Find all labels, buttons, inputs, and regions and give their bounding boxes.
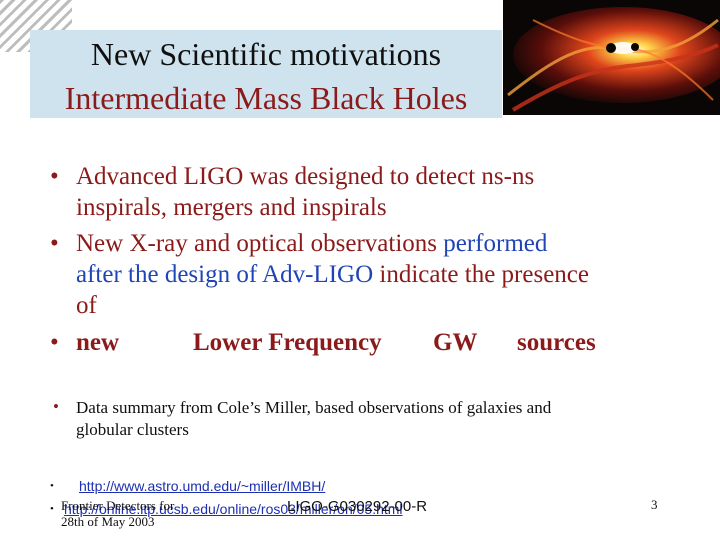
bullet-glyph: •: [50, 329, 59, 356]
bullet-glyph: •: [50, 480, 54, 492]
footer-date: 28th of May 2003: [61, 514, 155, 529]
bullet-2-text: indicate the presence: [373, 261, 589, 288]
bullet-2-line-2: after the design of Adv-LIGO indicate th…: [76, 259, 589, 290]
bullet-3-word-new: new: [76, 329, 120, 356]
bullet-glyph: •: [50, 230, 59, 257]
bullet-2-highlight: performed: [443, 230, 548, 257]
footer-document-id: LIGO-G030292-00-R: [287, 498, 428, 515]
bullet-glyph: •: [50, 503, 54, 515]
bullet-4-line-1: Data summary from Cole’s Miller, based o…: [76, 398, 552, 417]
bullet-4-line-2: globular clusters: [76, 420, 189, 439]
bullet-2-line-3: of: [76, 292, 97, 319]
bullet-2-highlight: after the design of Adv-LIGO: [76, 261, 374, 288]
ucsb-talk-link[interactable]: http://online.itp.ucsb.edu/online/ros03/…: [64, 501, 403, 517]
title-box: [30, 30, 502, 118]
slide-subtitle: Intermediate Mass Black Holes: [64, 80, 468, 116]
bullet-glyph: •: [50, 163, 59, 190]
bullet-1-line-2: inspirals, mergers and inspirals: [76, 194, 387, 221]
bullet-3-word-sources: sources: [517, 329, 596, 356]
bullet-2-text: New X-ray and optical observations: [76, 230, 444, 257]
bullet-glyph: •: [53, 397, 59, 416]
miller-imbh-link[interactable]: http://www.astro.umd.edu/~miller/IMBH/: [79, 478, 326, 494]
page-number: 3: [651, 497, 658, 512]
slide-title: New Scientific motivations: [90, 36, 442, 72]
bullet-3-word-gw: GW: [433, 329, 478, 356]
bullet-1-line-1: Advanced LIGO was designed to detect ns-…: [76, 163, 535, 190]
footer-conference: Frontier Detectors for: [61, 498, 175, 513]
bullet-2-line-1: New X-ray and optical observations perfo…: [76, 228, 547, 259]
black-hole-merger-image: [503, 0, 720, 115]
bullet-3-word-lower-frequency: Lower Frequency: [193, 329, 382, 356]
